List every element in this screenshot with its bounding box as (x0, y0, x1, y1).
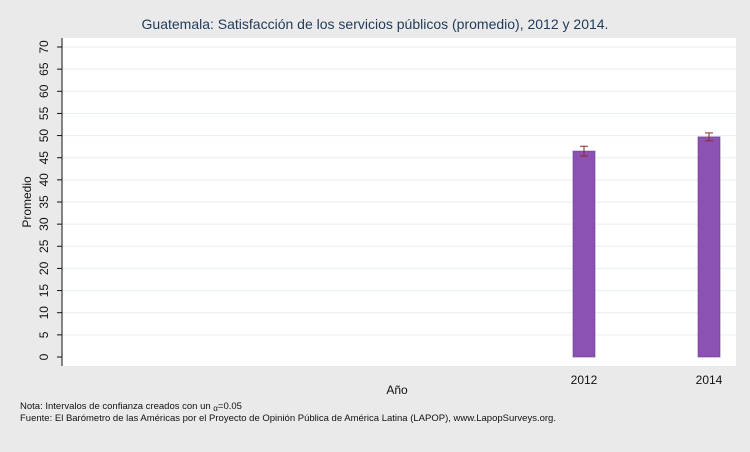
footnote-nota-prefix: Nota: Intervalos de confianza creados co… (20, 401, 214, 412)
error-bars (580, 132, 713, 157)
x-tick-label-2012: 2012 (571, 373, 598, 387)
x-axis-label: Año (386, 383, 408, 397)
y-tick-label: 70 (37, 40, 51, 54)
bar-2014 (697, 136, 721, 358)
y-tick-label: 45 (37, 151, 51, 165)
bar-2012 (572, 150, 596, 358)
y-axis-ticks: 0 5 10 15 20 25 30 35 40 45 50 55 60 65 70 (37, 40, 62, 360)
y-tick-label: 35 (37, 195, 51, 209)
y-tick-label: 15 (37, 284, 51, 298)
footnote-fuente: Fuente: El Barómetro de las Américas por… (20, 413, 556, 424)
y-tick-label: 40 (37, 173, 51, 187)
y-tick-label: 10 (37, 306, 51, 320)
footnote-nota: Nota: Intervalos de confianza creados co… (20, 401, 242, 413)
x-axis-ticks: 2012 2014 (571, 373, 723, 387)
y-tick-label: 60 (37, 84, 51, 98)
y-tick-label: 5 (37, 331, 51, 338)
y-tick-label: 20 (37, 261, 51, 275)
y-tick-label: 25 (37, 239, 51, 253)
y-tick-label: 50 (37, 129, 51, 143)
gridlines (62, 46, 736, 336)
y-tick-label: 0 (37, 353, 51, 360)
y-tick-label: 55 (37, 106, 51, 120)
y-tick-label: 65 (37, 62, 51, 76)
alpha-symbol: α (213, 404, 218, 413)
chart-title: Guatemala: Satisfacción de los servicios… (141, 16, 609, 32)
y-tick-label: 30 (37, 217, 51, 231)
x-tick-label-2014: 2014 (696, 373, 723, 387)
bars (572, 136, 721, 358)
y-axis-label: Promedio (20, 176, 34, 228)
footnote-nota-suffix: =0.05 (217, 401, 242, 412)
